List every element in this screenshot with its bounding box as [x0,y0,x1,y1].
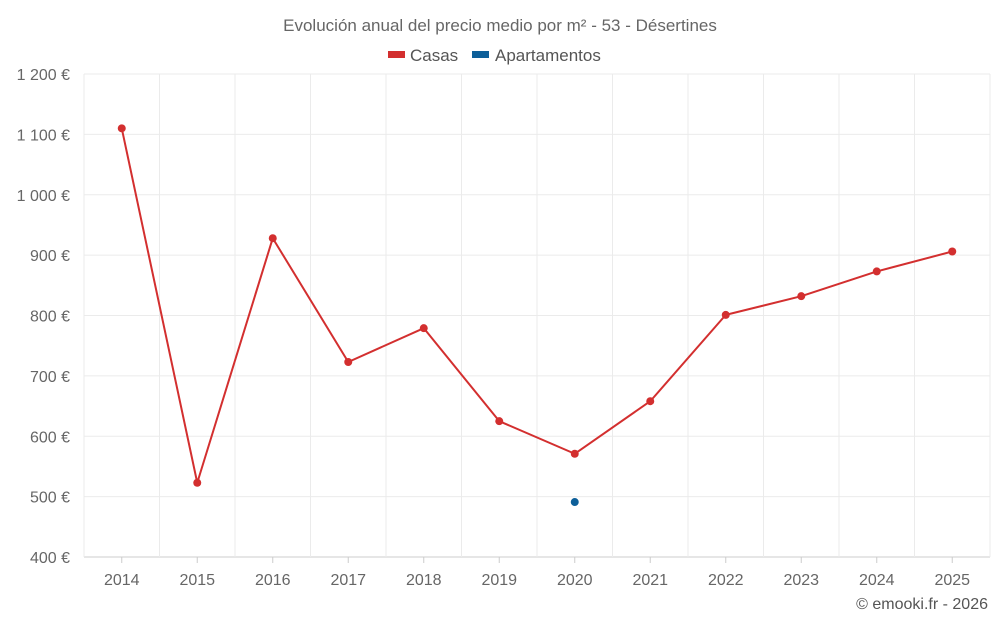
x-tick-label: 2020 [557,572,593,589]
data-point-casas-2023[interactable] [797,292,806,301]
x-tick-label: 2016 [255,572,291,589]
data-point-casas-2018[interactable] [419,324,428,333]
data-point-casas-2024[interactable] [872,267,881,276]
legend: Casas Apartamentos [388,46,601,65]
credit-text: © emooki.fr - 2026 [856,596,988,613]
data-point-casas-2022[interactable] [721,310,730,319]
x-tick-label: 2015 [179,572,215,589]
y-tick-label: 900 € [30,248,70,265]
legend-label-apartamentos: Apartamentos [495,46,601,65]
y-tick-label: 800 € [30,309,70,326]
legend-label-casas: Casas [410,46,458,65]
x-tick-label: 2024 [859,572,895,589]
x-tick-label: 2023 [783,572,819,589]
y-tick-label: 400 € [30,550,70,567]
x-axis-labels: 2014 2015 2016 2017 2018 2019 2020 2021 2022 2023… [104,557,970,589]
data-point-casas-2020[interactable] [570,449,579,458]
data-point-casas-2016[interactable] [268,234,277,243]
data-point-casas-2021[interactable] [646,397,655,406]
y-tick-label: 600 € [30,429,70,446]
x-tick-label: 2022 [708,572,744,589]
data-point-casas-2019[interactable] [495,417,504,426]
legend-item-apartamentos[interactable]: Apartamentos [472,46,601,65]
data-point-casas-2015[interactable] [193,478,202,487]
x-tick-label: 2025 [934,572,970,589]
legend-swatch-casas [388,51,405,58]
series [117,124,957,507]
data-point-apartamentos-2020[interactable] [570,498,579,507]
data-point-casas-2017[interactable] [344,357,353,366]
chart-title: Evolución anual del precio medio por m² … [283,16,717,35]
legend-item-casas[interactable]: Casas [388,46,458,65]
grid [83,73,991,558]
series-line-casas [120,128,953,484]
y-tick-label: 1 000 € [17,188,70,205]
x-tick-label: 2019 [481,572,517,589]
x-tick-label: 2018 [406,572,442,589]
y-tick-label: 700 € [30,369,70,386]
y-tick-label: 1 100 € [17,127,70,144]
data-point-casas-2014[interactable] [117,124,126,133]
x-tick-label: 2021 [632,572,668,589]
y-tick-label: 1 200 € [17,67,70,84]
legend-swatch-apartamentos [472,51,489,58]
y-axis-labels: 400 € 500 € 600 € 700 € 800 € 900 € 1 000 € 1 1… [17,67,70,567]
x-tick-label: 2017 [330,572,366,589]
data-point-casas-2025[interactable] [948,247,957,256]
y-tick-label: 500 € [30,490,70,507]
x-tick-label: 2014 [104,572,140,589]
